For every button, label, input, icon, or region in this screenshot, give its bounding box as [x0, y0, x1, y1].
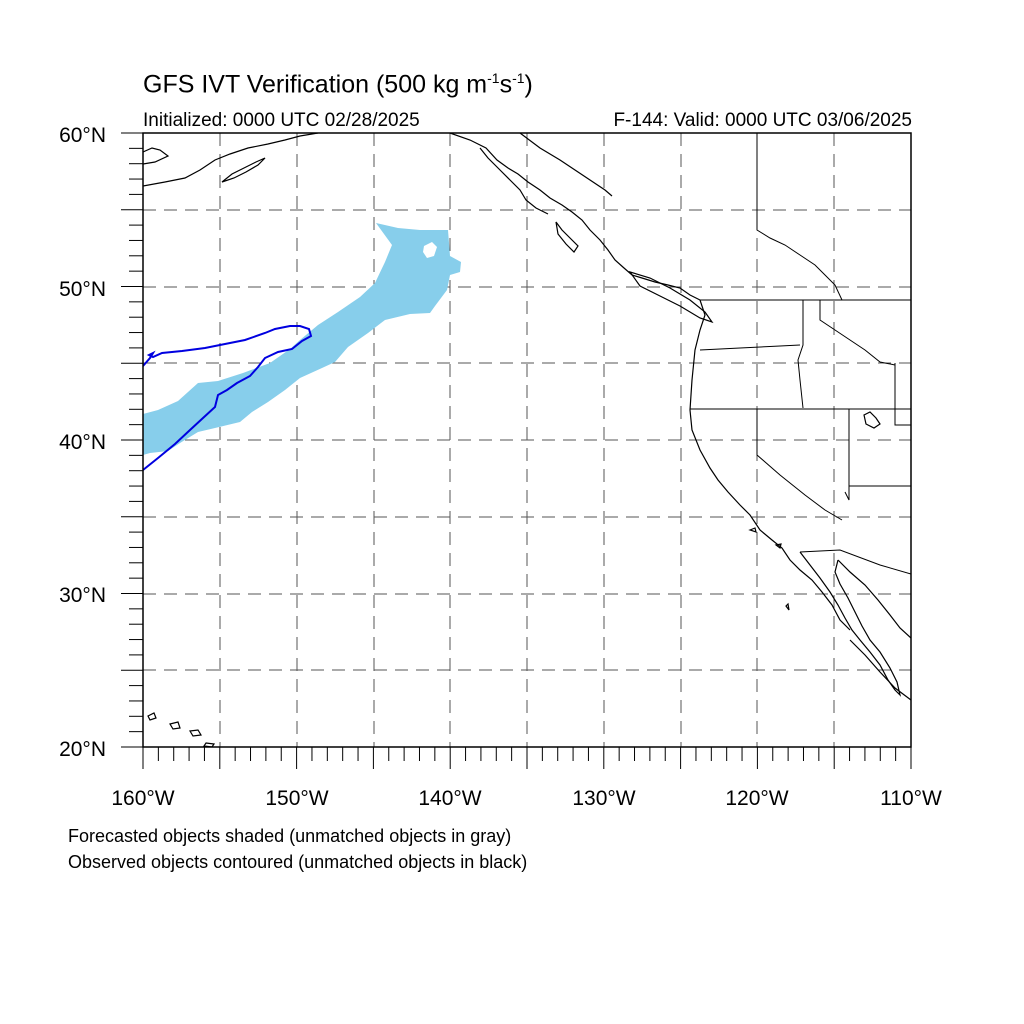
coastlines	[143, 133, 911, 747]
lon-label: 120°W	[725, 787, 788, 810]
legend-observed: Observed objects contoured (unmatched ob…	[68, 852, 528, 872]
axis-ticks	[121, 132, 912, 769]
observed-object-contour	[143, 325, 313, 471]
forecast-object-hole	[423, 242, 437, 258]
valid-time: F-144: Valid: 0000 UTC 03/06/2025	[613, 110, 912, 131]
political-borders	[690, 133, 911, 575]
lon-label: 160°W	[111, 787, 174, 810]
lat-label: 50°N	[59, 278, 106, 301]
lon-label: 150°W	[265, 787, 328, 810]
forecast-object	[143, 223, 461, 455]
lon-axis-labels: 160°W 150°W 140°W 130°W 120°W 110°W	[111, 787, 942, 810]
legend-forecast: Forecasted objects shaded (unmatched obj…	[68, 826, 512, 846]
lat-label: 20°N	[59, 738, 106, 761]
lon-label: 110°W	[880, 787, 942, 810]
lat-label: 60°N	[59, 124, 106, 147]
lat-label: 30°N	[59, 584, 106, 607]
initialized-time: Initialized: 0000 UTC 02/28/2025	[143, 110, 420, 131]
lat-axis-labels: 60°N 50°N 40°N 30°N 20°N	[59, 124, 106, 761]
lon-label: 130°W	[572, 787, 635, 810]
map-title: GFS IVT Verification (500 kg m-1s-1)	[143, 70, 533, 99]
grid-lines	[143, 133, 911, 747]
lon-label: 140°W	[418, 787, 481, 810]
lat-label: 40°N	[59, 431, 106, 454]
